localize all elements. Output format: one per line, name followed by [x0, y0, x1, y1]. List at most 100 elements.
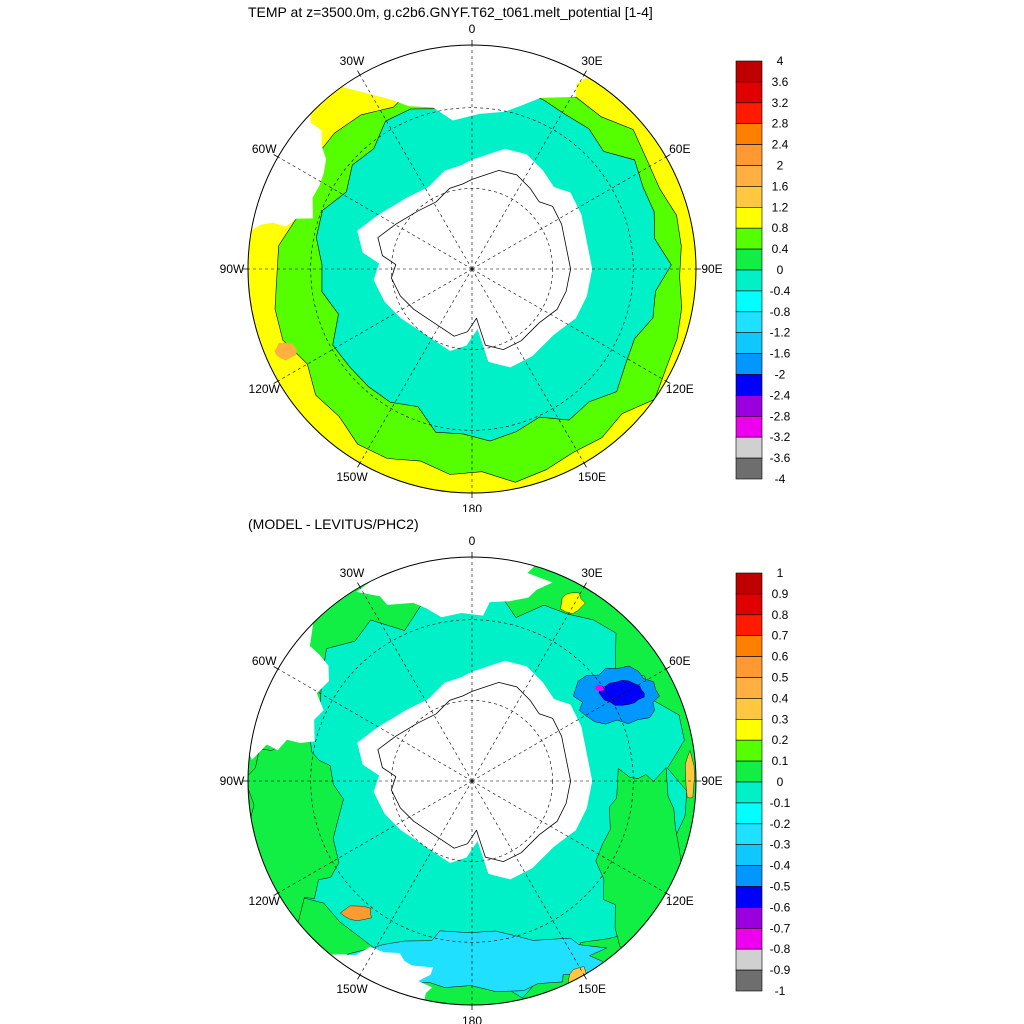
- colorbar-label: 2.4: [772, 138, 789, 152]
- colorbar-label: -0.8: [770, 305, 791, 319]
- colorbar-label: -2.4: [770, 388, 791, 402]
- colorbar-label: 1.2: [772, 200, 789, 214]
- colorbar-label: 0.1: [772, 754, 789, 768]
- colorbar-label: -1: [775, 984, 786, 998]
- colorbar-swatch: [735, 123, 763, 145]
- colorbar-label: -0.4: [770, 284, 791, 298]
- longitude-label: 150W: [336, 982, 368, 996]
- longitude-label: 90W: [220, 774, 245, 788]
- longitude-label: 30W: [340, 54, 365, 68]
- colorbar-label: -0.3: [770, 838, 791, 852]
- longitude-label: 90E: [701, 262, 722, 276]
- colorbar-swatch: [735, 907, 763, 929]
- colorbar-swatch: [735, 81, 763, 104]
- colorbar-swatch: [735, 415, 763, 438]
- colorbar-label: 4: [777, 54, 784, 68]
- colorbar-label: 0: [777, 263, 784, 277]
- colorbar-swatch: [735, 186, 763, 208]
- colorbar-swatch: [735, 656, 763, 678]
- longitude-label: 90E: [701, 774, 722, 788]
- longitude-label: 0: [469, 22, 476, 36]
- longitude-label: 180: [462, 502, 482, 512]
- colorbar-swatch: [735, 969, 763, 992]
- longitude-label: 60W: [252, 654, 277, 668]
- colorbar-label: -0.4: [770, 859, 791, 873]
- colorbar-swatch: [735, 332, 763, 354]
- colorbar-swatch: [735, 802, 763, 825]
- longitude-label: 180: [462, 1014, 482, 1024]
- colorbar-swatch: [735, 886, 763, 908]
- colorbar-label: 0.2: [772, 733, 789, 747]
- colorbar-swatch: [735, 760, 763, 783]
- field-layer: [248, 557, 696, 1005]
- longitude-label: 60W: [252, 142, 277, 156]
- colorbar-label: 0.8: [772, 221, 789, 235]
- panel-1-map: 0 30E 60E 90E 120E 150E 180 150W 120W 90W 60W 30W 4 3…: [220, 22, 791, 512]
- colorbar-label: 1.6: [772, 179, 789, 193]
- colorbar-label: 0.5: [772, 671, 789, 685]
- colorbar-swatch: [735, 719, 763, 741]
- colorbar-swatch: [735, 457, 763, 480]
- longitude-label: 120E: [666, 894, 694, 908]
- colorbar-swatch: [735, 374, 763, 396]
- colorbar-swatch: [735, 436, 763, 459]
- colorbar-label: -1.6: [770, 347, 791, 361]
- colorbar-label: 3.6: [772, 75, 789, 89]
- longitude-label: 150W: [336, 470, 368, 484]
- colorbar-label: -0.6: [770, 900, 791, 914]
- panel-2-map: 0 30E 60E 90E 120E 150E 180 150W 120W 90W 60W 30W 1 0…: [220, 534, 791, 1024]
- colorbar-swatch: [735, 60, 763, 83]
- colorbar-label: -0.1: [770, 796, 791, 810]
- colorbar-swatch: [735, 635, 763, 657]
- colorbar-label: 0.7: [772, 629, 789, 643]
- colorbar-swatch: [735, 269, 763, 292]
- colorbar-label: -0.2: [770, 817, 791, 831]
- antarctica-coastline: [377, 681, 572, 863]
- panel-1-title: TEMP at z=3500.0m, g.c2b6.GNYF.T62_t061.…: [248, 4, 653, 20]
- longitude-label: 150E: [578, 470, 606, 484]
- colorbar-label: -1.2: [770, 326, 791, 340]
- colorbar-swatch: [735, 395, 763, 417]
- colorbar-label: 0.6: [772, 650, 789, 664]
- longitude-label: 30W: [340, 566, 365, 580]
- longitude-label: 120W: [249, 382, 281, 396]
- colorbar-label: -0.7: [770, 921, 791, 935]
- colorbar-label: 3.2: [772, 96, 789, 110]
- antarctica-coastline: [377, 169, 572, 351]
- colorbar-label: -2: [775, 368, 786, 382]
- colorbar-label: -0.9: [770, 963, 791, 977]
- colorbar-swatch: [735, 614, 763, 637]
- colorbar-swatch: [735, 948, 763, 971]
- longitude-label: 60E: [669, 142, 690, 156]
- colorbar-swatch: [735, 677, 763, 699]
- colorbar-label: 0.4: [772, 242, 789, 256]
- longitude-label: 30E: [581, 566, 602, 580]
- colorbar-label: 2: [777, 159, 784, 173]
- colorbar-swatch: [735, 227, 763, 250]
- colorbar-swatch: [735, 572, 763, 595]
- colorbar-swatch: [735, 102, 763, 125]
- colorbar-label: 1: [777, 566, 784, 580]
- colorbar-label: 2.8: [772, 117, 789, 131]
- colorbar-label: -3.2: [770, 430, 791, 444]
- colorbar-swatch: [735, 248, 763, 271]
- colorbar-swatch: [735, 739, 763, 762]
- colorbar-label: -4: [775, 472, 786, 486]
- field-layer: [248, 45, 696, 493]
- longitude-label: 120E: [666, 382, 694, 396]
- colorbar-label: 0.9: [772, 587, 789, 601]
- colorbar-swatch: [735, 781, 763, 804]
- colorbar-swatch: [735, 593, 763, 616]
- colorbar-swatch: [735, 165, 763, 187]
- colorbar-swatch: [735, 844, 763, 866]
- colorbar-label: 0: [777, 775, 784, 789]
- colorbar-swatch: [735, 144, 763, 166]
- colorbar-swatch: [735, 698, 763, 720]
- colorbar-label: -3.6: [770, 451, 791, 465]
- colorbar-label: -0.5: [770, 880, 791, 894]
- longitude-label: 90W: [220, 262, 245, 276]
- colorbar-swatch: [735, 823, 763, 845]
- colorbar-swatch: [735, 353, 763, 375]
- longitude-label: 120W: [249, 894, 281, 908]
- longitude-label: 0: [469, 534, 476, 548]
